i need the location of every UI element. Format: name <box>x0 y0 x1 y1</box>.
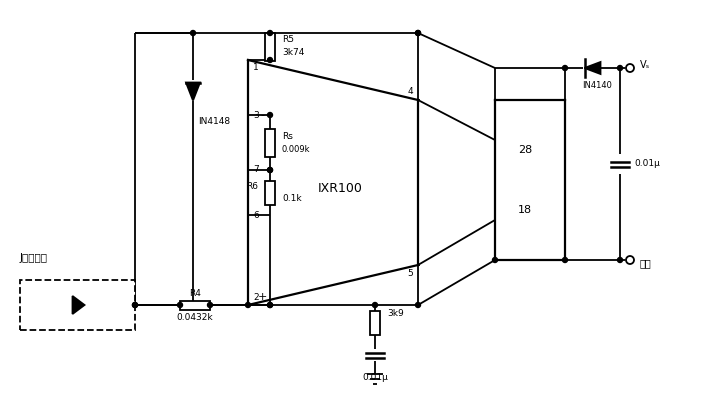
Circle shape <box>132 302 137 308</box>
Text: 输出: 输出 <box>640 258 652 268</box>
Circle shape <box>493 257 498 262</box>
Circle shape <box>268 113 273 118</box>
Text: 3k74: 3k74 <box>282 48 304 57</box>
Polygon shape <box>186 82 200 100</box>
Circle shape <box>415 31 420 35</box>
Text: 3k9: 3k9 <box>387 308 404 317</box>
Text: 5: 5 <box>407 268 413 277</box>
Text: 1: 1 <box>253 64 259 73</box>
Text: 18: 18 <box>518 205 532 215</box>
Text: R4: R4 <box>189 288 201 297</box>
Text: 3: 3 <box>253 111 259 120</box>
Text: 0.0432k: 0.0432k <box>177 313 213 322</box>
Circle shape <box>268 58 273 62</box>
Circle shape <box>415 31 420 35</box>
Text: -: - <box>260 110 264 120</box>
Circle shape <box>626 64 634 72</box>
Text: 6: 6 <box>253 211 259 220</box>
Text: 4: 4 <box>407 87 413 97</box>
Text: R5: R5 <box>282 35 294 44</box>
Circle shape <box>268 31 273 35</box>
Text: 2: 2 <box>253 293 258 302</box>
Circle shape <box>208 302 213 308</box>
Text: Rs: Rs <box>282 132 293 141</box>
Text: 0.009k: 0.009k <box>282 145 311 154</box>
Bar <box>265 33 275 60</box>
Text: Vₛ: Vₛ <box>640 60 650 70</box>
Circle shape <box>563 66 568 71</box>
Text: +: + <box>257 292 266 302</box>
Text: 28: 28 <box>518 145 532 155</box>
Circle shape <box>563 257 568 262</box>
Text: IN4140: IN4140 <box>583 82 612 91</box>
Text: 0.01μ: 0.01μ <box>362 373 388 381</box>
Bar <box>265 180 275 204</box>
Circle shape <box>617 66 622 71</box>
Text: 0.1k: 0.1k <box>282 194 301 203</box>
Circle shape <box>246 302 251 308</box>
Circle shape <box>415 302 420 308</box>
Circle shape <box>268 168 273 173</box>
Circle shape <box>268 168 273 173</box>
Circle shape <box>190 31 195 35</box>
Text: R6: R6 <box>246 182 258 191</box>
Circle shape <box>617 257 622 262</box>
Polygon shape <box>584 62 601 74</box>
Text: IN4148: IN4148 <box>198 117 230 126</box>
Circle shape <box>178 302 183 308</box>
Bar <box>20 280 135 330</box>
Text: J型热电偶: J型热电偶 <box>20 253 48 263</box>
Circle shape <box>268 302 273 308</box>
Text: 0.01μ: 0.01μ <box>634 160 660 169</box>
Bar <box>180 301 210 310</box>
Bar <box>265 129 275 157</box>
Circle shape <box>626 256 634 264</box>
Text: IXR100: IXR100 <box>318 182 362 195</box>
Circle shape <box>268 302 273 308</box>
Text: 7: 7 <box>253 166 259 175</box>
Bar <box>370 310 380 335</box>
Circle shape <box>372 302 377 308</box>
Circle shape <box>132 302 137 308</box>
Polygon shape <box>72 296 84 314</box>
